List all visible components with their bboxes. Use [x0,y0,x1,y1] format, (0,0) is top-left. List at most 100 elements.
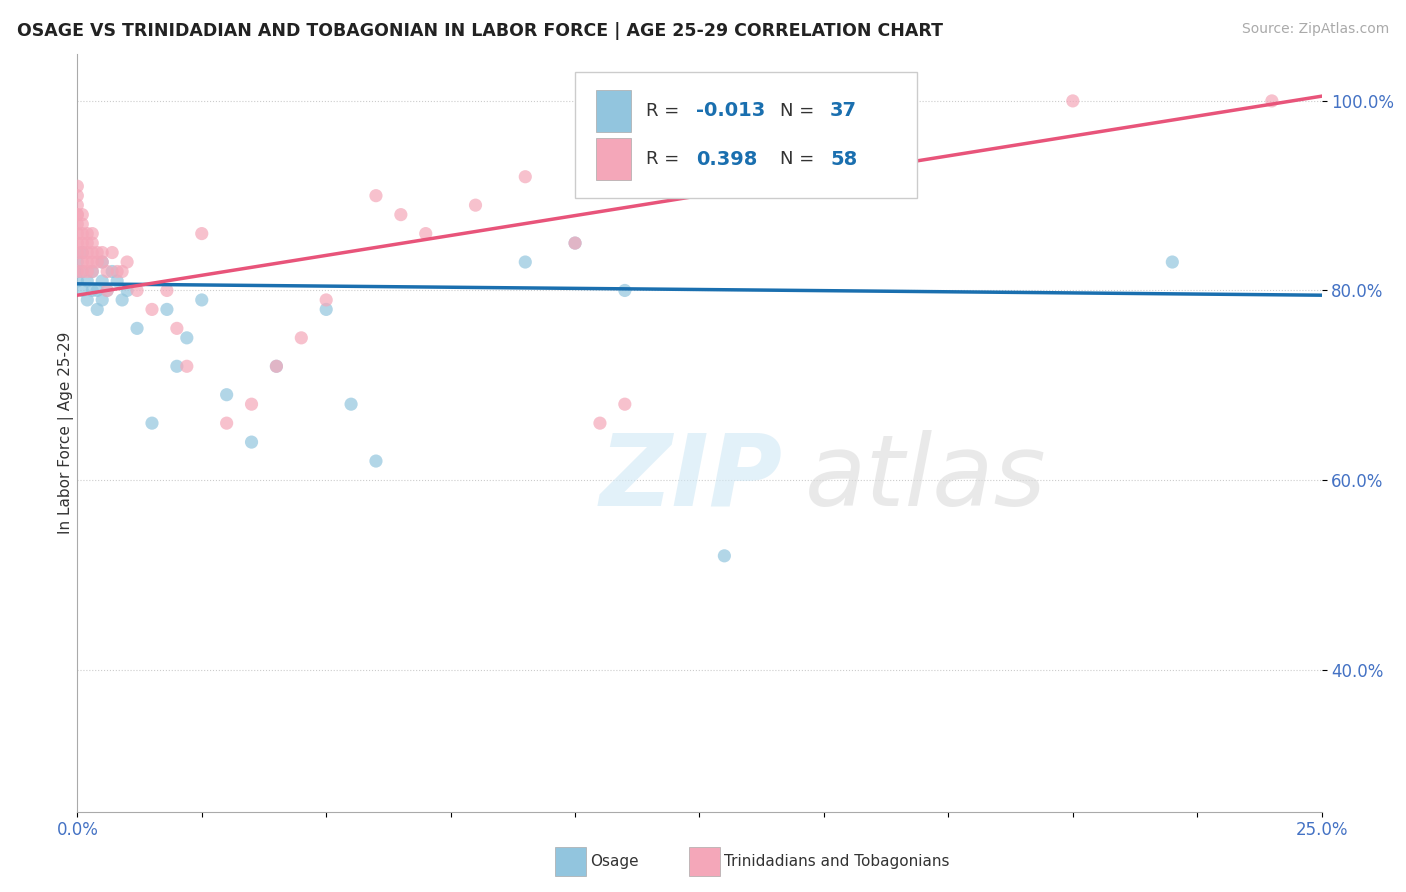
Point [82,255,104,269]
Text: Osage: Osage [591,855,640,869]
Point [82,264,104,278]
Point [713,549,735,563]
Point [66,217,89,231]
Point [166,359,188,374]
Text: N =: N = [780,150,820,169]
Point [1161,255,1184,269]
Point [215,416,238,430]
Point [125,321,148,335]
Point [266,359,288,374]
Point [82,236,104,251]
Point [86,284,108,298]
Point [86,245,108,260]
Point [141,302,163,317]
Text: atlas: atlas [806,430,1047,526]
Point [613,397,636,411]
Point [66,198,89,212]
Point [101,245,124,260]
Point [191,227,214,241]
Point [176,331,198,345]
Point [66,264,89,278]
Y-axis label: In Labor Force | Age 25-29: In Labor Force | Age 25-29 [58,332,75,533]
Point [76,264,98,278]
Point [76,227,98,241]
Point [86,302,108,317]
Text: 58: 58 [830,150,858,169]
Text: 0.398: 0.398 [696,150,756,169]
Point [91,274,114,288]
Point [66,179,89,194]
Point [515,255,537,269]
Text: R =: R = [645,150,685,169]
Text: 37: 37 [830,102,858,120]
Text: Trinidadians and Tobagonians: Trinidadians and Tobagonians [724,855,949,869]
Point [82,227,104,241]
Point [415,227,437,241]
Point [96,284,118,298]
Point [82,245,104,260]
Point [96,284,118,298]
Point [96,264,118,278]
Point [72,255,94,269]
Point [389,208,412,222]
Point [82,284,104,298]
Point [72,284,94,298]
Point [76,293,98,307]
Point [613,284,636,298]
Point [76,245,98,260]
FancyBboxPatch shape [575,72,917,198]
Point [101,264,124,278]
Point [515,169,537,184]
FancyBboxPatch shape [596,90,631,132]
Point [66,274,89,288]
Text: Source: ZipAtlas.com: Source: ZipAtlas.com [1241,22,1389,37]
Point [66,188,89,202]
Point [156,302,179,317]
Text: N =: N = [780,102,820,120]
Point [72,245,94,260]
Point [215,388,238,402]
Point [115,284,138,298]
Point [166,321,188,335]
Point [1062,94,1084,108]
Point [115,255,138,269]
Point [290,331,312,345]
Text: R =: R = [645,102,685,120]
Text: ZIP: ZIP [600,430,783,526]
Point [72,208,94,222]
Point [364,454,387,468]
Point [66,236,89,251]
Point [364,188,387,202]
FancyBboxPatch shape [596,138,631,180]
Point [315,302,337,317]
Point [66,264,89,278]
Point [91,255,114,269]
Point [91,293,114,307]
Point [1261,94,1284,108]
Point [72,236,94,251]
Point [564,236,586,251]
Point [72,227,94,241]
Point [464,198,486,212]
Point [82,264,104,278]
Point [91,255,114,269]
Point [176,359,198,374]
Point [72,245,94,260]
Point [125,284,148,298]
Point [266,359,288,374]
Point [315,293,337,307]
Point [72,217,94,231]
Point [156,284,179,298]
Point [105,264,128,278]
Point [76,255,98,269]
Point [72,264,94,278]
Point [141,416,163,430]
Point [240,435,263,450]
Point [191,293,214,307]
Point [340,397,363,411]
Point [66,255,89,269]
Point [86,255,108,269]
Point [66,208,89,222]
Point [91,245,114,260]
Point [66,245,89,260]
